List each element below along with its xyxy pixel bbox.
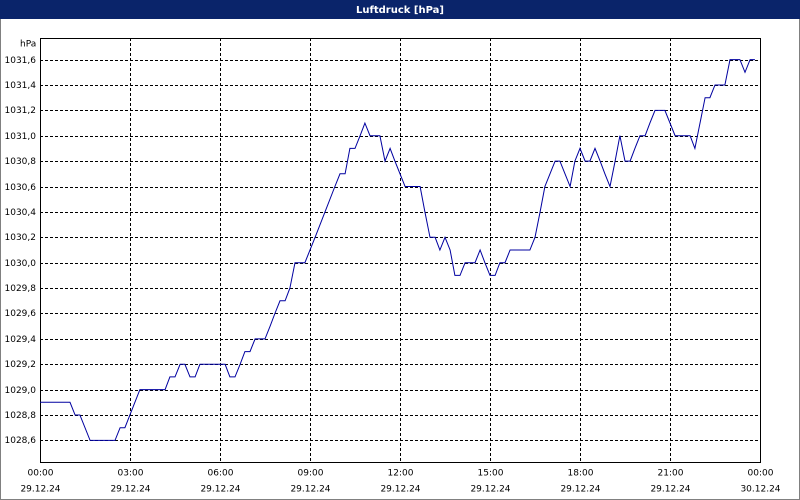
y-tick-label: 1030,2 — [5, 233, 37, 243]
x-tick-label: 12:00 — [388, 469, 414, 479]
x-tick-date: 29.12.24 — [20, 485, 60, 495]
x-tick-date: 29.12.24 — [470, 485, 510, 495]
x-tick-date: 29.12.24 — [560, 485, 600, 495]
y-tick-label: 1031,4 — [5, 81, 37, 91]
y-tick-label: 1031,0 — [5, 132, 37, 142]
x-tick-date: 29.12.24 — [650, 485, 690, 495]
x-tick-date: 29.12.24 — [110, 485, 150, 495]
x-tick-label: 15:00 — [478, 469, 504, 479]
y-tick-label: 1030,0 — [5, 259, 37, 269]
x-tick-date: 29.12.24 — [290, 485, 330, 495]
x-tick-date: 29.12.24 — [380, 485, 420, 495]
y-unit: hPa — [20, 40, 36, 50]
y-tick-label: 1028,6 — [5, 436, 37, 446]
title-bar — [0, 0, 800, 19]
x-tick-label: 06:00 — [208, 469, 234, 479]
y-tick-label: 1031,6 — [5, 56, 37, 66]
y-tick-label: 1029,2 — [5, 360, 37, 370]
x-tick-date: 29.12.24 — [200, 485, 240, 495]
x-tick-label: 03:00 — [118, 469, 144, 479]
y-tick-label: 1028,8 — [5, 411, 37, 421]
pressure-line — [40, 59, 755, 441]
x-tick-date: 30.12.24 — [740, 485, 780, 495]
x-tick-label: 00:00 — [748, 469, 774, 479]
y-tick-label: 1029,8 — [5, 284, 37, 294]
x-tick-label: 21:00 — [658, 469, 684, 479]
x-tick-label: 18:00 — [568, 469, 594, 479]
chart-title: Luftdruck [hPa] — [356, 5, 444, 16]
x-tick-label: 00:00 — [28, 469, 54, 479]
y-tick-label: 1030,4 — [5, 208, 37, 218]
y-tick-label: 1030,6 — [5, 183, 37, 193]
y-tick-label: 1029,0 — [5, 386, 37, 396]
y-tick-label: 1029,6 — [5, 309, 37, 319]
y-tick-label: 1029,4 — [5, 335, 37, 345]
y-tick-label: 1030,8 — [5, 157, 37, 167]
x-tick-label: 09:00 — [298, 469, 324, 479]
y-tick-label: 1031,2 — [5, 106, 37, 116]
